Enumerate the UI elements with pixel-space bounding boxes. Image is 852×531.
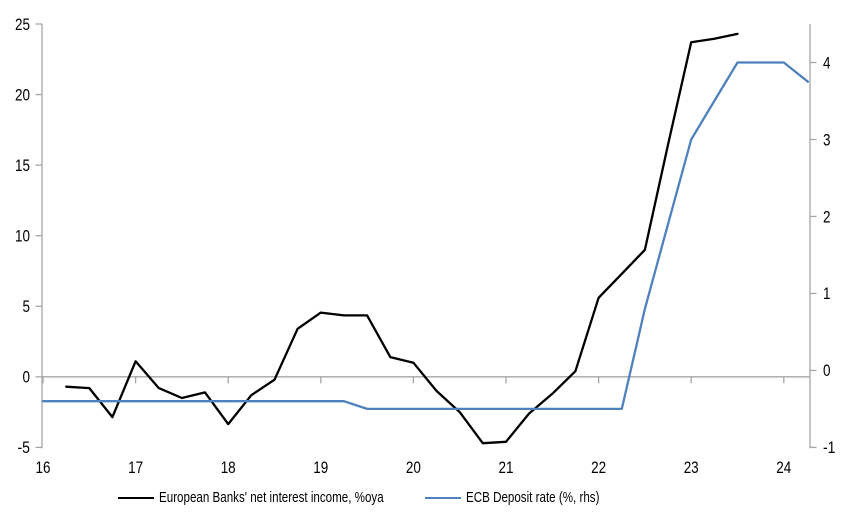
x-axis-label: 22	[591, 458, 606, 477]
x-axis-label: 20	[406, 458, 421, 477]
x-axis-label: 23	[684, 458, 699, 477]
x-axis-label: 24	[776, 458, 791, 477]
right-axis-label: 1	[823, 284, 831, 303]
legend-item-deposit-rate: ECB Deposit rate (%, rhs)	[425, 489, 633, 506]
left-axis-label: 5	[23, 297, 31, 316]
right-axis-label: 0	[823, 361, 831, 380]
x-axis-label: 18	[221, 458, 236, 477]
right-axis-label: -1	[823, 438, 836, 457]
left-axis-label: 15	[15, 156, 30, 175]
right-axis-label: 3	[823, 130, 831, 149]
x-axis-label: 21	[499, 458, 514, 477]
legend-label-deposit-rate: ECB Deposit rate (%, rhs)	[466, 489, 600, 506]
legend-swatch-deposit-rate-line	[425, 496, 461, 499]
legend-label-nii: European Banks' net interest income, %oy…	[159, 489, 384, 506]
left-axis-label: 25	[15, 15, 30, 34]
legend-swatch-nii-line	[118, 496, 154, 499]
left-axis-label: 20	[15, 85, 30, 104]
right-axis-label: 4	[823, 53, 831, 72]
deposit-rate-series-line	[41, 61, 810, 411]
left-axis-label: -5	[18, 438, 31, 457]
x-axis-label: 19	[313, 458, 328, 477]
left-axis-label: 10	[15, 227, 30, 246]
left-axis-label: 0	[23, 368, 31, 387]
x-axis-label: 17	[128, 458, 143, 477]
legend-item-nii: European Banks' net interest income, %oy…	[118, 489, 440, 506]
x-axis-label: 16	[36, 458, 51, 477]
right-axis-label: 2	[823, 207, 831, 226]
nii-series-line	[65, 32, 739, 445]
